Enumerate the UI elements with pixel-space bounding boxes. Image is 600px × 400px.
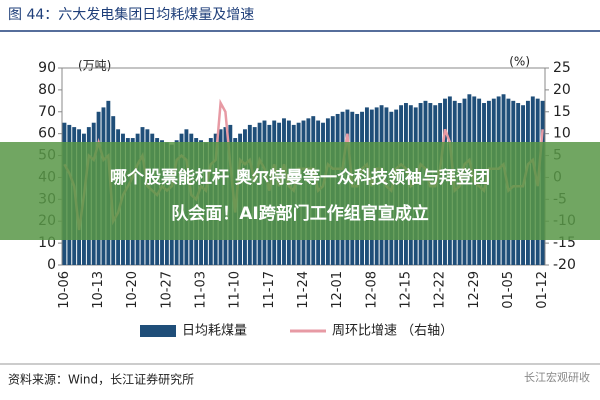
x-tick-label: 11-24 (296, 271, 311, 309)
y2-tick-label: -20 (553, 257, 576, 273)
x-tick-label: 11-03 (194, 271, 209, 309)
source: 资料来源：Wind，长江证券研究所 (8, 372, 194, 387)
y2-tick-label: 25 (553, 60, 571, 76)
y2-tick-label: 15 (553, 104, 571, 120)
x-tick-label: 12-22 (433, 271, 448, 309)
y2-tick-label: 10 (553, 126, 571, 142)
y-tick-label: 60 (38, 126, 56, 142)
y-axis-unit: (万吨) (78, 59, 111, 73)
x-tick-label: 12-01 (330, 271, 345, 309)
legend-label: 日均耗煤量 (182, 324, 247, 339)
x-tick-label: 10-27 (159, 271, 174, 309)
y-tick-label: 90 (38, 60, 56, 76)
legend-label: 周环比增速 （右轴） (332, 324, 453, 339)
y2-tick-label: 20 (553, 82, 571, 98)
x-tick-label: 12-15 (398, 271, 413, 309)
x-tick-label: 10-06 (57, 271, 72, 309)
x-tick-label: 10-20 (125, 271, 140, 309)
y-tick-label: 0 (47, 257, 56, 273)
banner (0, 142, 600, 240)
x-tick-label: 01-12 (535, 271, 550, 309)
x-tick-label: 12-08 (364, 271, 379, 309)
y-tick-label: 70 (38, 104, 56, 120)
x-tick-label: 10-13 (91, 271, 106, 309)
x-tick-label: 01-05 (501, 271, 516, 309)
chart-title: 图 44：六大发电集团日均耗煤量及增速 (8, 6, 254, 23)
y2-axis-unit: (%) (509, 55, 530, 69)
x-tick-label: 12-29 (467, 271, 482, 309)
y-tick-label: 80 (38, 82, 56, 98)
banner-text: 哪个股票能杠杆 奥尔特曼等一众科技领袖与拜登团 (110, 167, 490, 188)
x-tick-label: 11-17 (262, 271, 277, 309)
watermark: 长江宏观研收 (524, 370, 590, 384)
x-tick-label: 11-10 (228, 271, 243, 309)
legend-swatch (140, 325, 176, 337)
banner-text: 队会面！AI跨部门工作组官宣成立 (171, 203, 428, 224)
